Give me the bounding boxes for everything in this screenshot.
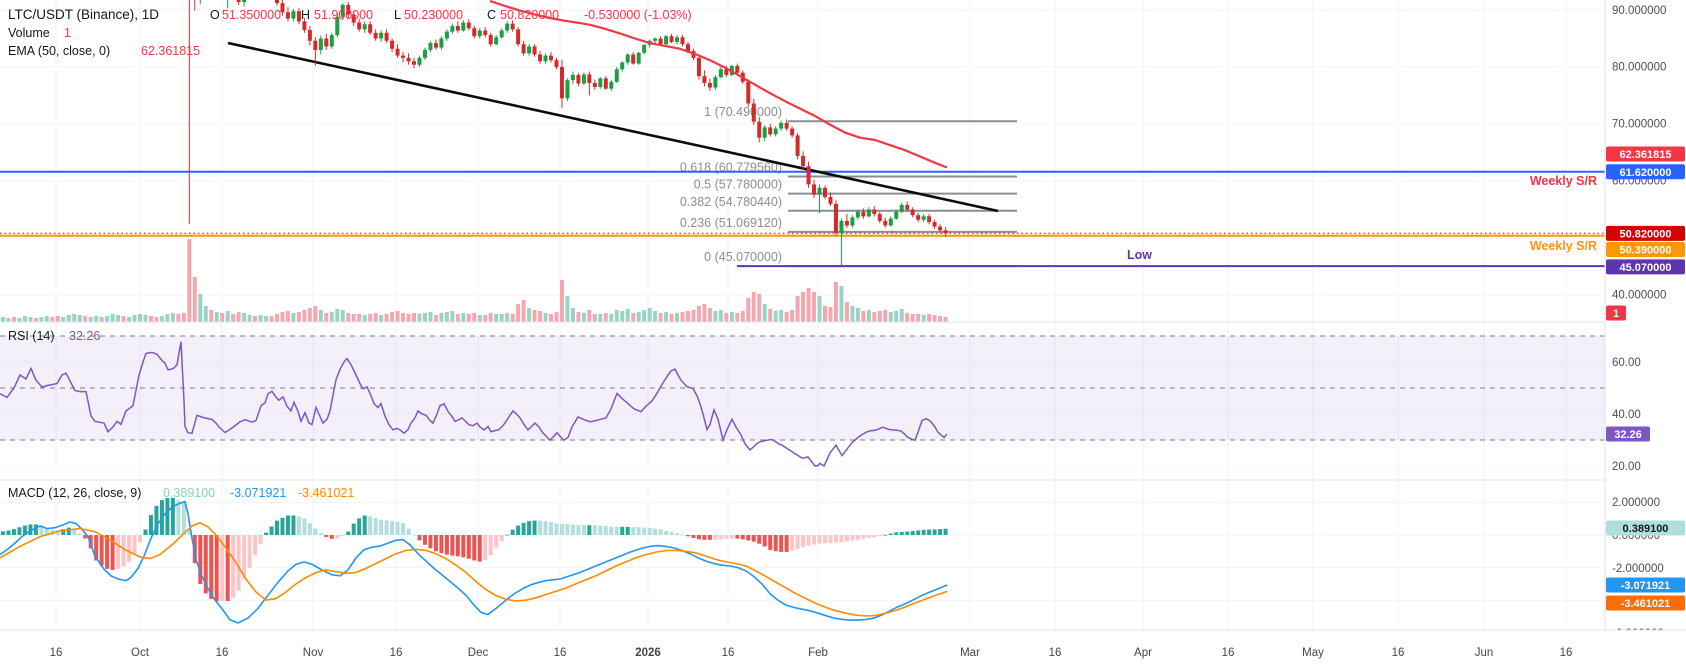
price-badge: 50.820000 <box>1620 228 1672 240</box>
scale-label: 90.000000 <box>1612 5 1666 17</box>
price-badge: -3.071921 <box>1621 580 1671 592</box>
legend-rsi-row[interactable]: RSI (14) 32.26 <box>8 329 100 343</box>
price-badge: -3.461021 <box>1621 598 1671 610</box>
rsi-indicator-value: 32.26 <box>69 329 100 343</box>
time-tick-label: 16 <box>554 647 567 659</box>
horizontal-level-lines[interactable] <box>0 170 1605 268</box>
time-tick-label: 16 <box>1222 647 1235 659</box>
time-tick-label: Dec <box>468 647 489 659</box>
ema-line[interactable] <box>489 0 948 169</box>
pane-separators[interactable] <box>0 321 1605 481</box>
time-tick-label: 16 <box>1049 647 1062 659</box>
legend-macd-row[interactable]: MACD (12, 26, close, 9) 0.389100 -3.0719… <box>8 486 354 500</box>
ohlc-open-key: O <box>210 8 220 22</box>
time-tick-label: 16 <box>1392 647 1405 659</box>
time-axis[interactable] <box>0 629 1686 670</box>
time-tick-label: Jun <box>1475 647 1494 659</box>
ohlc-close-value: 50.820000 <box>500 8 559 22</box>
rsi-line[interactable] <box>0 341 948 468</box>
volume-indicator-value: 1 <box>64 26 71 40</box>
time-tick-label: May <box>1302 647 1324 659</box>
legend-volume-row[interactable]: Volume 1 <box>8 26 71 40</box>
macd-line-legend-value: -3.071921 <box>230 486 286 500</box>
price-badge: 0.389100 <box>1623 523 1669 535</box>
time-tick-label: Nov <box>303 647 324 659</box>
time-tick-label: Mar <box>960 647 980 659</box>
price-badge: 45.070000 <box>1620 262 1672 274</box>
volume-indicator-label: Volume <box>8 26 50 40</box>
price-badge: 32.26 <box>1614 429 1642 441</box>
fib-level-label: 0.382 (54.780440) <box>680 195 782 209</box>
legend-ema-row[interactable]: EMA (50, close, 0) 62.361815 <box>8 44 200 58</box>
gridlines <box>0 0 1605 634</box>
ema-indicator-value: 62.361815 <box>141 44 200 58</box>
price-badge: 50.390000 <box>1620 245 1672 257</box>
fib-level-label: 1 (70.490000) <box>704 105 782 119</box>
time-tick-label: Feb <box>808 647 828 659</box>
scale-label: 40.00 <box>1612 409 1641 421</box>
legend-symbol-row[interactable]: LTC/USDT (Binance), 1D O 51.350000 H 51.… <box>8 7 692 22</box>
macd-hist-legend-value: 0.389100 <box>163 486 215 500</box>
time-tick-label: 16 <box>390 647 403 659</box>
fib-level-label: 0.236 (51.069120) <box>680 216 782 230</box>
macd-lines[interactable] <box>0 500 948 624</box>
price-badge: 61.620000 <box>1620 167 1672 179</box>
trendline[interactable] <box>227 41 999 213</box>
change-value: -0.530000 (-1.03%) <box>584 8 692 22</box>
time-tick-label: Apr <box>1134 647 1152 659</box>
scale-label: 2.000000 <box>1612 497 1660 509</box>
ohlc-low-key: L <box>394 8 401 22</box>
scale-label: 70.000000 <box>1612 119 1666 131</box>
time-axis-labels: 16 Oct 16 Nov 16 Dec 16 2026 16 Feb Mar 16 Apr 16 May 1… <box>50 647 1573 659</box>
ohlc-high-key: H <box>301 8 310 22</box>
scale-label: 20.00 <box>1612 461 1641 473</box>
scale-label: -2.000000 <box>1612 563 1664 575</box>
scale-label: 40.000000 <box>1612 290 1666 302</box>
ohlc-high-value: 51.900000 <box>314 8 373 22</box>
rsi-band-dashes <box>0 335 1605 441</box>
price-badge: 62.361815 <box>1620 149 1672 161</box>
weekly-sr-upper-label: Weekly S/R <box>1530 174 1597 188</box>
fib-level-label: 0 (45.070000) <box>704 250 782 264</box>
time-tick-label: 2026 <box>635 647 661 659</box>
time-tick-label: Oct <box>131 647 150 659</box>
candlesticks <box>188 0 948 266</box>
scale-label: 80.000000 <box>1612 62 1666 74</box>
volume-bars <box>1 239 948 322</box>
scale-label: 60.00 <box>1612 357 1641 369</box>
time-tick-label: 16 <box>722 647 735 659</box>
ema-indicator-label: EMA (50, close, 0) <box>8 44 110 58</box>
low-line-label: Low <box>1127 248 1152 262</box>
price-badge: 1 <box>1613 308 1619 320</box>
time-tick-label: 16 <box>216 647 229 659</box>
fib-level-label: 0.5 (57.780000) <box>694 178 782 192</box>
macd-indicator-label: MACD (12, 26, close, 9) <box>8 486 141 500</box>
time-tick-label: 16 <box>1560 647 1573 659</box>
price-scale-badges: 62.361815 61.620000 50.820000 50.390000 45.0… <box>1606 146 1685 611</box>
rsi-indicator-label: RSI (14) <box>8 329 55 343</box>
time-tick-label: 16 <box>50 647 63 659</box>
symbol-title[interactable]: LTC/USDT (Binance), 1D <box>8 7 159 22</box>
ohlc-open-value: 51.350000 <box>222 8 281 22</box>
ohlc-close-key: C <box>487 8 496 22</box>
macd-signal-legend-value: -3.461021 <box>298 486 354 500</box>
macd-histogram <box>1 497 948 602</box>
ohlc-low-value: 50.230000 <box>404 8 463 22</box>
weekly-sr-lower-label: Weekly S/R <box>1530 239 1597 253</box>
